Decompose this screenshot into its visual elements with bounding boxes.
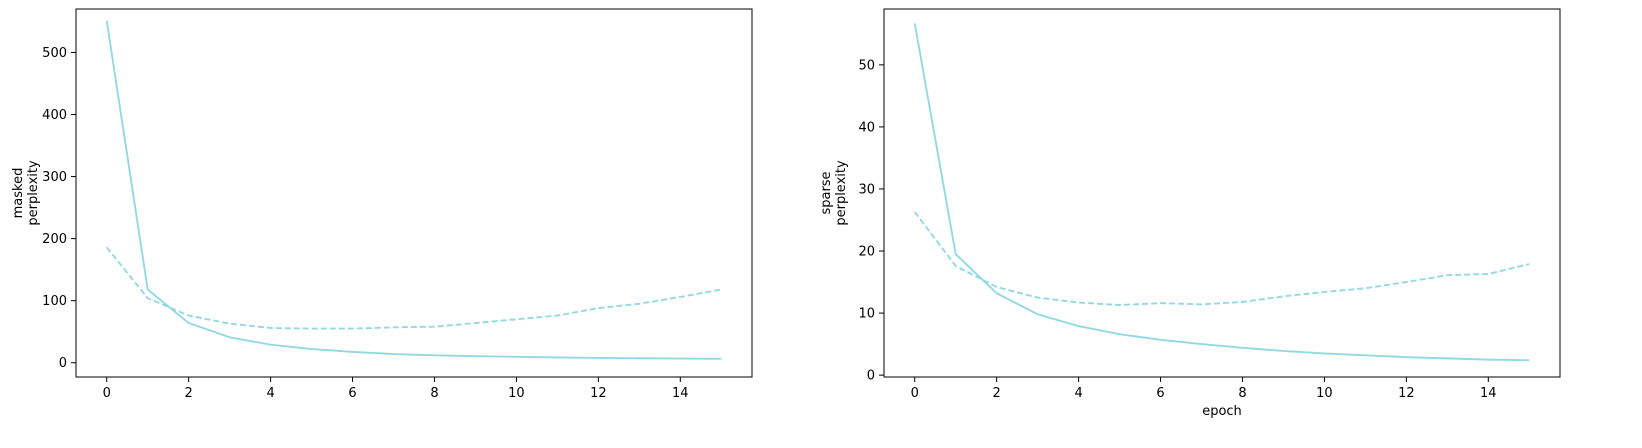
y-tick-label: 400 — [42, 108, 67, 123]
x-tick-label: 8 — [1238, 386, 1246, 401]
x-tick-label: 10 — [1316, 386, 1333, 401]
y-tick-label: 30 — [858, 182, 875, 197]
series-line-solid — [105, 20, 722, 360]
x-tick-label: 12 — [1398, 386, 1415, 401]
x-tick-label: 6 — [348, 386, 356, 401]
y-tick-label: 500 — [42, 46, 67, 61]
y-tick-label: 20 — [858, 245, 875, 260]
y-tick-label: 300 — [42, 170, 67, 185]
series-line-solid — [913, 23, 1530, 362]
x-tick-label: 14 — [1480, 386, 1497, 401]
x-tick-label: 2 — [993, 386, 1001, 401]
series-line-dashed — [913, 211, 1530, 306]
y-axis-label: sparseperplexity — [819, 160, 849, 226]
axes-frame — [883, 8, 1561, 378]
axes-frame — [75, 8, 753, 378]
chart-masked-perplexity: 0 2 4 6 8 10 12 14 0 100 200 300 400 500 maskedperplex… — [11, 8, 753, 401]
y-axis-label: maskedperplexity — [11, 160, 41, 226]
x-axis-label: epoch — [1202, 404, 1242, 419]
y-tick-label: 200 — [42, 232, 67, 247]
y-tick-label: 0 — [867, 369, 875, 384]
x-tick-label: 0 — [911, 386, 919, 401]
x-tick-label: 14 — [672, 386, 689, 401]
chart-sparse-perplexity: 0 2 4 6 8 10 12 14 0 10 20 30 40 50 sparseperplexity ep… — [819, 8, 1561, 419]
series-line-dashed — [105, 246, 722, 330]
y-tick-label: 100 — [42, 294, 67, 309]
y-tick-label: 0 — [59, 356, 67, 371]
x-tick-label: 8 — [430, 386, 438, 401]
y-tick-label: 40 — [858, 120, 875, 135]
x-tick-label: 12 — [590, 386, 607, 401]
y-tick-label: 10 — [858, 307, 875, 322]
x-tick-label: 6 — [1156, 386, 1164, 401]
x-tick-label: 0 — [103, 386, 111, 401]
x-tick-label: 2 — [185, 386, 193, 401]
x-tick-label: 4 — [266, 386, 274, 401]
x-tick-label: 10 — [508, 386, 525, 401]
x-tick-label: 4 — [1074, 386, 1082, 401]
y-tick-label: 50 — [858, 58, 875, 73]
